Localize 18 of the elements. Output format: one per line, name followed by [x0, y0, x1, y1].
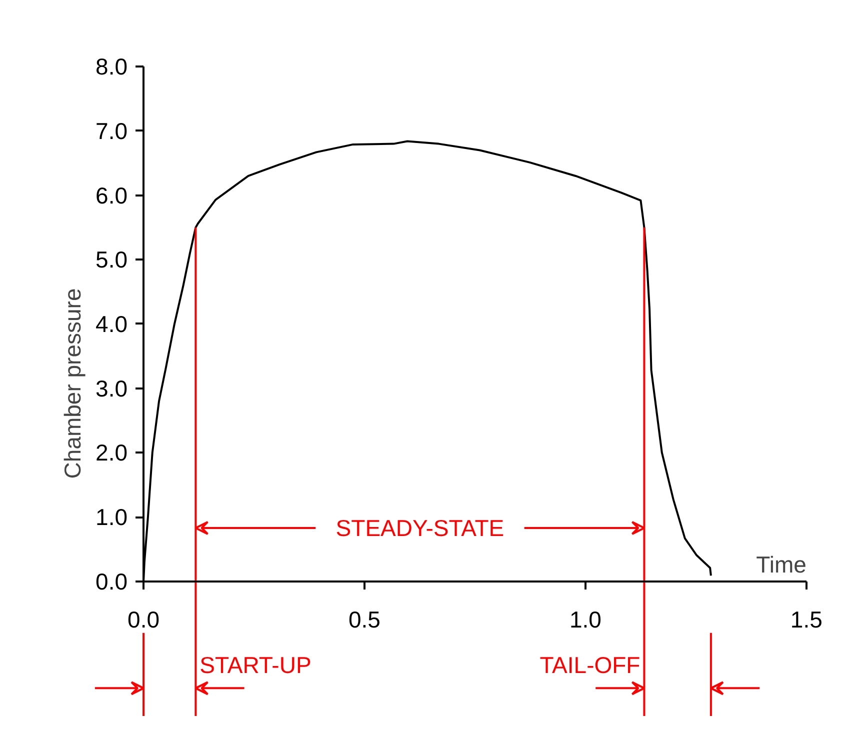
y-tick-label: 8.0 [96, 54, 128, 80]
y-tick-label: 4.0 [96, 310, 128, 337]
y-tick-label: 5.0 [96, 246, 128, 273]
y-tick-label: 1.0 [96, 504, 128, 530]
x-axis-title: Time [756, 551, 806, 578]
y-tick-label: 2.0 [96, 440, 128, 466]
y-tick-label: 3.0 [96, 375, 128, 402]
annotation: STEADY-STATE [336, 514, 504, 541]
x-tick-label: 1.5 [790, 606, 822, 632]
text: START-UP [200, 652, 312, 678]
y-tick-label: 0.0 [96, 568, 128, 594]
text: TAIL-OFF [540, 652, 640, 678]
y-tick-label: 6.0 [96, 182, 128, 208]
y-axis-title: Chamber pressure [60, 288, 86, 479]
x-tick-label: 0.5 [348, 606, 380, 632]
y-tick-label: 7.0 [96, 118, 128, 144]
x-tick-label: 1.0 [569, 606, 602, 632]
x-tick-label: 0.0 [128, 606, 160, 632]
